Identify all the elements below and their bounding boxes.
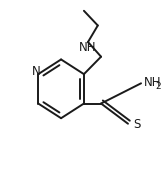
Text: NH: NH [79,41,97,54]
Text: S: S [133,118,141,131]
Text: 2: 2 [155,82,161,91]
Text: NH: NH [143,76,161,89]
Text: N: N [32,65,41,78]
